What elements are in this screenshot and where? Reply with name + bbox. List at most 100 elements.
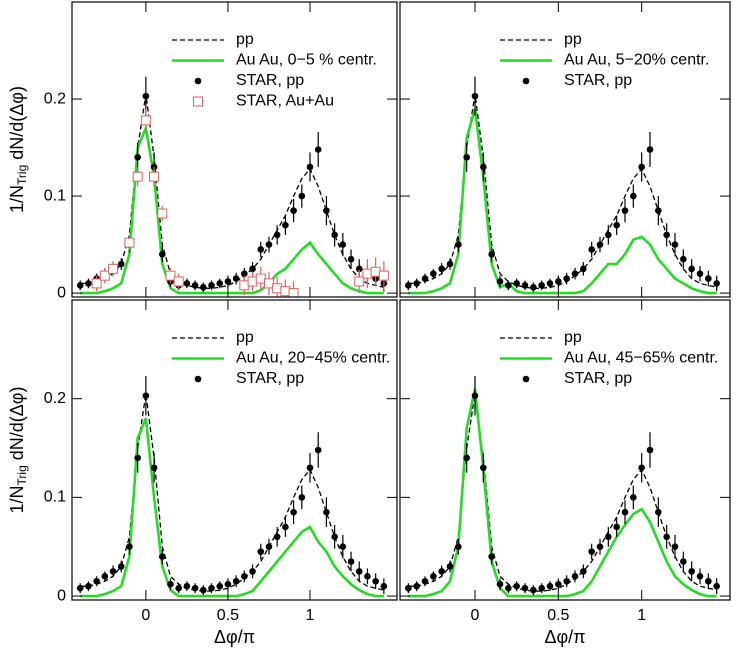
data-point bbox=[596, 241, 604, 248]
data-point bbox=[257, 246, 265, 253]
data-point bbox=[126, 543, 133, 551]
data-point bbox=[430, 270, 437, 278]
pp-line bbox=[80, 94, 385, 289]
y-label-sub: Trig bbox=[15, 465, 29, 485]
panel-frame bbox=[71, 1, 398, 298]
data-point bbox=[355, 265, 363, 273]
data-point bbox=[713, 582, 720, 590]
data-point bbox=[306, 464, 314, 472]
data-point bbox=[150, 464, 158, 472]
legend-symbol bbox=[194, 77, 202, 85]
data-point bbox=[331, 231, 338, 239]
data-point bbox=[463, 153, 470, 161]
data-point bbox=[696, 270, 704, 278]
data-point bbox=[290, 508, 297, 516]
data-point bbox=[646, 146, 654, 153]
data-point bbox=[314, 446, 322, 454]
data-point bbox=[191, 584, 199, 592]
data-point bbox=[530, 283, 537, 291]
data-point bbox=[563, 577, 570, 585]
data-point bbox=[605, 231, 612, 239]
data-point bbox=[563, 275, 570, 282]
data-point bbox=[580, 568, 587, 575]
auau-line bbox=[80, 123, 384, 295]
data-point bbox=[638, 163, 645, 171]
data-point bbox=[405, 584, 412, 592]
data-point bbox=[117, 563, 125, 570]
x-tick-label: 0.5 bbox=[217, 607, 239, 624]
legend-label: pp bbox=[236, 31, 254, 48]
data-point bbox=[630, 192, 637, 200]
data-point bbox=[183, 582, 191, 590]
data-point bbox=[596, 543, 604, 551]
y-tick-label: 0.1 bbox=[44, 489, 66, 506]
data-point bbox=[580, 265, 587, 273]
data-point bbox=[101, 573, 109, 580]
data-point bbox=[488, 553, 495, 560]
data-point bbox=[158, 251, 166, 258]
data-point bbox=[134, 454, 141, 462]
data-point bbox=[273, 231, 281, 239]
x-axis-label: Δφ/π bbox=[544, 627, 585, 647]
data-point bbox=[663, 231, 670, 239]
data-point bbox=[521, 584, 529, 592]
data-point bbox=[93, 577, 100, 585]
data-point bbox=[555, 278, 562, 285]
data-square bbox=[362, 268, 373, 279]
legend-symbol bbox=[522, 77, 530, 85]
data-point bbox=[347, 255, 355, 263]
y-label-main: 1/N bbox=[7, 185, 27, 213]
data-point bbox=[241, 270, 248, 278]
plot-area bbox=[405, 76, 720, 295]
data-point bbox=[323, 508, 330, 516]
data-point bbox=[688, 265, 695, 273]
data-point bbox=[546, 582, 554, 590]
data-point bbox=[167, 580, 174, 588]
legend-label: Au Au, 20−45% centr. bbox=[236, 350, 390, 367]
data-point bbox=[257, 548, 265, 555]
legend-label: STAR, pp bbox=[564, 72, 632, 89]
data-point bbox=[446, 563, 454, 570]
data-point bbox=[364, 573, 371, 580]
data-point bbox=[505, 282, 512, 289]
data-square bbox=[132, 171, 143, 182]
x-tick-label: 1 bbox=[637, 607, 646, 624]
y-label-sub: Trig bbox=[15, 165, 29, 185]
data-point bbox=[290, 207, 297, 214]
data-point bbox=[117, 260, 125, 268]
y-tick-label: 0 bbox=[57, 284, 66, 301]
data-point bbox=[663, 533, 670, 541]
panel-frame bbox=[399, 1, 731, 298]
data-point bbox=[355, 568, 363, 575]
data-square bbox=[288, 288, 299, 297]
legend-symbol bbox=[522, 375, 530, 383]
data-point bbox=[380, 582, 388, 590]
y-tick-label: 0.2 bbox=[44, 90, 66, 107]
y-axis-label: 1/NTrig dN/d(Δφ) bbox=[7, 387, 29, 514]
data-point bbox=[265, 241, 273, 248]
data-point bbox=[471, 392, 479, 400]
data-point bbox=[713, 280, 720, 287]
data-point bbox=[505, 584, 512, 592]
x-tick-label: 0.5 bbox=[547, 607, 569, 624]
legend-label: STAR, pp bbox=[236, 370, 304, 387]
data-square bbox=[354, 276, 365, 287]
data-point bbox=[331, 533, 338, 541]
data-point bbox=[671, 241, 679, 248]
data-point bbox=[621, 207, 629, 214]
data-point bbox=[430, 573, 437, 580]
data-point bbox=[298, 494, 306, 501]
panel-frame bbox=[399, 299, 731, 601]
data-point bbox=[655, 207, 662, 214]
auau-line bbox=[408, 388, 717, 598]
data-point bbox=[571, 270, 579, 278]
x-tick-label: 0 bbox=[141, 607, 150, 624]
data-square bbox=[280, 286, 291, 297]
data-point bbox=[463, 454, 470, 462]
plot-area bbox=[76, 375, 388, 598]
data-point bbox=[630, 494, 637, 501]
data-point bbox=[655, 508, 662, 516]
data-point bbox=[705, 577, 712, 585]
data-point bbox=[405, 282, 412, 289]
